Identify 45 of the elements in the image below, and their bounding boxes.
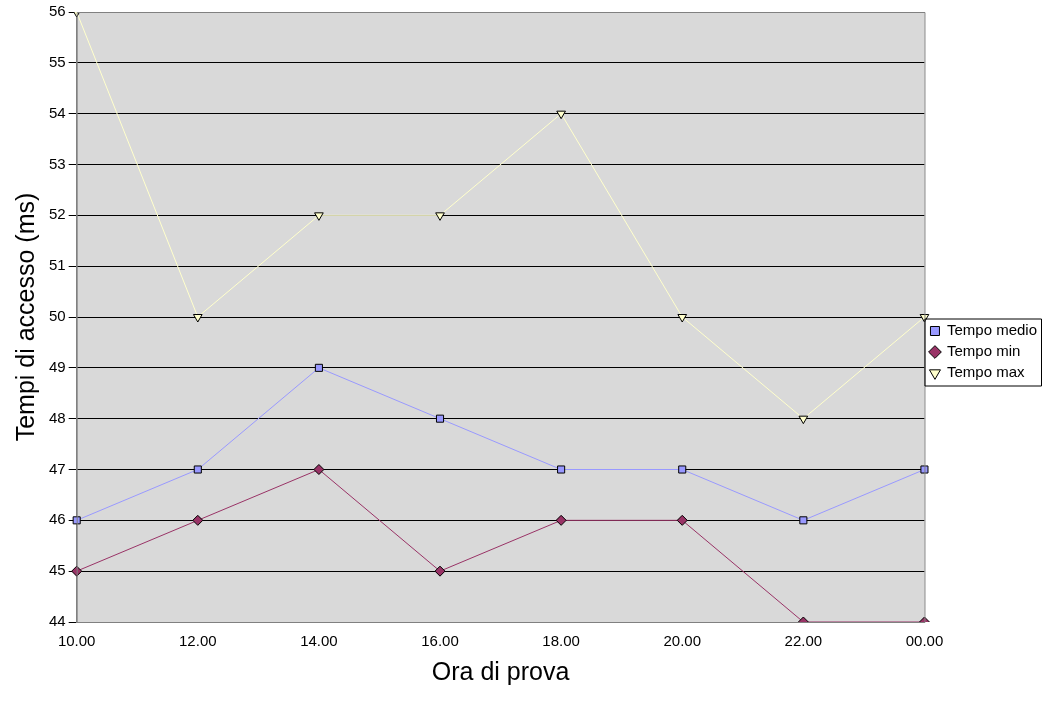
point <box>192 514 204 526</box>
y-tick-label: 51 <box>49 256 66 274</box>
y-tick-label: 54 <box>49 103 66 121</box>
x-tick-label: 20.00 <box>663 632 702 650</box>
point <box>555 514 567 526</box>
x-tick-label: 16.00 <box>421 632 459 650</box>
y-axis-title: Tempi di accesso (ms) <box>10 192 39 442</box>
x-axis-title: Ora di prova <box>431 656 570 685</box>
point <box>314 212 324 221</box>
point <box>799 516 808 525</box>
legend-label: Tempo medio <box>946 321 1037 339</box>
y-tick-label: 46 <box>49 510 66 528</box>
point <box>435 212 445 221</box>
x-tick-label: 10.00 <box>57 632 96 650</box>
x-tick-label: 14.00 <box>300 632 338 650</box>
point <box>193 465 202 474</box>
legend-label: Tempo min <box>946 342 1021 360</box>
point <box>313 464 325 475</box>
x-tick-label: 12.00 <box>179 632 217 650</box>
point <box>920 465 929 474</box>
x-tick-label: 22.00 <box>784 632 823 650</box>
point <box>72 516 81 525</box>
y-tick-label: 48 <box>49 408 66 426</box>
point <box>677 314 688 323</box>
point <box>192 314 203 323</box>
point <box>676 514 688 526</box>
y-tick-label: 53 <box>49 154 66 172</box>
x-tick-label: 00.00 <box>905 632 944 650</box>
point <box>435 414 445 423</box>
y-tick-label: 52 <box>49 205 66 223</box>
point <box>314 363 323 372</box>
point <box>557 465 566 474</box>
y-tick-label: 56 <box>49 2 66 20</box>
x-tick-label: 18.00 <box>542 632 580 650</box>
y-tick-label: 49 <box>49 357 66 375</box>
legend-label: Tempo max <box>946 363 1025 381</box>
point <box>678 465 687 474</box>
point <box>798 415 809 425</box>
point <box>556 110 566 120</box>
y-tick-label: 50 <box>49 307 66 325</box>
y-tick-label: 44 <box>49 612 66 630</box>
point <box>434 565 446 577</box>
y-tick-label: 55 <box>49 52 66 70</box>
y-tick-label: 45 <box>49 561 66 579</box>
y-tick-label: 47 <box>49 459 66 477</box>
